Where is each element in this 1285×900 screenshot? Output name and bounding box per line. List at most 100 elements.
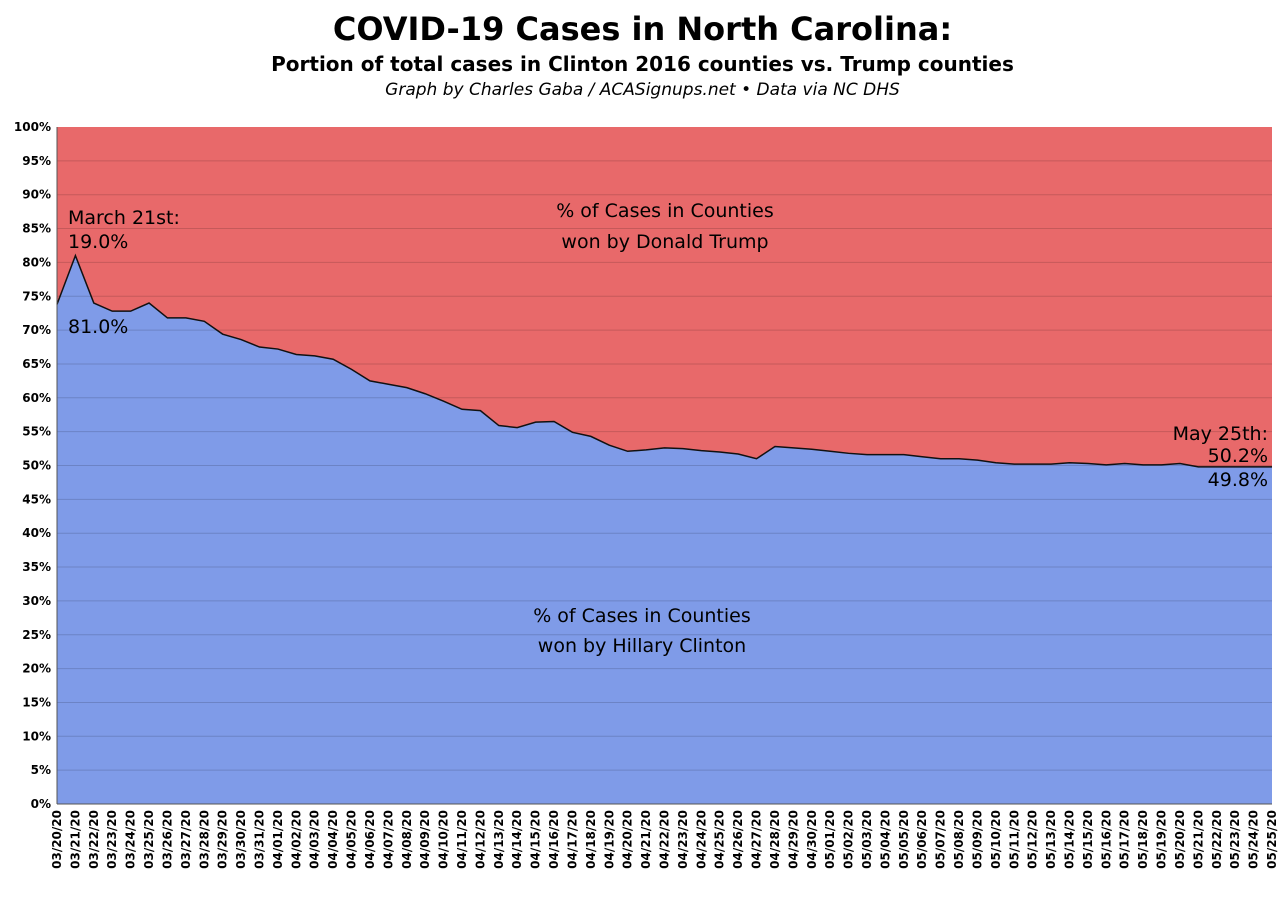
x-tick-label: 04/20/20 — [621, 810, 635, 869]
start-date-annotation: March 21st: — [68, 207, 180, 229]
clinton-area-label-2: won by Hillary Clinton — [538, 635, 746, 657]
x-tick-label: 03/30/20 — [234, 810, 248, 869]
x-tick-label: 03/23/20 — [105, 810, 119, 869]
chart-subtitle: Portion of total cases in Clinton 2016 c… — [271, 52, 1014, 76]
x-tick-label: 04/30/20 — [805, 810, 819, 869]
start-clinton-annotation: 81.0% — [68, 316, 128, 338]
boundary-line — [56, 253, 1272, 468]
y-tick-label: 100% — [14, 120, 51, 134]
end-date-annotation: May 25th: — [1173, 423, 1268, 445]
x-tick-label: 05/12/20 — [1026, 810, 1040, 869]
x-tick-label: 03/28/20 — [197, 810, 211, 869]
x-tick-label: 04/21/20 — [639, 810, 653, 869]
x-tick-label: 04/24/20 — [694, 810, 708, 869]
x-tick-label: 03/31/20 — [253, 810, 267, 869]
x-tick-label: 04/16/20 — [547, 810, 561, 869]
x-tick-label: 04/13/20 — [492, 810, 506, 869]
x-tick-label: 03/20/20 — [50, 810, 64, 869]
x-tick-label: 05/10/20 — [989, 810, 1003, 869]
clinton-area-label-1: % of Cases in Counties — [533, 605, 751, 627]
x-tick-label: 04/08/20 — [400, 810, 414, 869]
x-tick-label: 05/19/20 — [1155, 810, 1169, 869]
trump-area-label-1: % of Cases in Counties — [556, 200, 774, 222]
x-tick-label: 03/26/20 — [160, 810, 174, 869]
x-tick-label: 04/19/20 — [602, 810, 616, 869]
x-tick-label: 05/21/20 — [1191, 810, 1205, 869]
y-tick-label: 75% — [22, 289, 51, 303]
x-tick-label: 04/25/20 — [713, 810, 727, 869]
x-tick-label: 05/01/20 — [823, 810, 837, 869]
x-tick-label: 03/24/20 — [124, 810, 138, 869]
x-tick-label: 04/12/20 — [473, 810, 487, 869]
end-trump-annotation: 50.2% — [1208, 445, 1268, 467]
x-tick-label: 03/21/20 — [68, 810, 82, 869]
y-tick-label: 65% — [22, 357, 51, 371]
x-tick-label: 04/01/20 — [271, 810, 285, 869]
y-tick-label: 10% — [22, 729, 51, 743]
x-tick-label: 04/28/20 — [768, 810, 782, 869]
x-tick-label: 05/25/20 — [1265, 810, 1279, 869]
x-tick-label: 05/03/20 — [860, 810, 874, 869]
y-tick-label: 5% — [31, 763, 51, 777]
x-tick-label: 04/07/20 — [381, 810, 395, 869]
x-tick-label: 05/20/20 — [1173, 810, 1187, 869]
x-tick-label: 03/29/20 — [216, 810, 230, 869]
y-tick-label: 30% — [22, 594, 51, 608]
y-tick-label: 80% — [22, 255, 51, 269]
x-tick-label: 04/14/20 — [510, 810, 524, 869]
y-tick-label: 25% — [22, 628, 51, 642]
x-tick-label: 05/11/20 — [1007, 810, 1021, 869]
x-tick-label: 04/03/20 — [308, 810, 322, 869]
x-tick-label: 03/25/20 — [142, 810, 156, 869]
x-tick-label: 05/15/20 — [1081, 810, 1095, 869]
x-tick-label: 05/06/20 — [915, 810, 929, 869]
x-tick-label: 05/17/20 — [1118, 810, 1132, 869]
trump-area-label-2: won by Donald Trump — [561, 231, 768, 253]
x-tick-label: 04/22/20 — [658, 810, 672, 869]
chart-credit: Graph by Charles Gaba / ACASignups.net •… — [385, 80, 900, 100]
x-tick-label: 05/23/20 — [1228, 810, 1242, 869]
x-tick-label: 04/02/20 — [289, 810, 303, 869]
x-tick-label: 05/16/20 — [1099, 810, 1113, 869]
x-tick-label: 05/04/20 — [878, 810, 892, 869]
y-tick-label: 45% — [22, 492, 51, 506]
x-tick-label: 05/02/20 — [842, 810, 856, 869]
y-tick-label: 90% — [22, 188, 51, 202]
x-tick-label: 05/14/20 — [1063, 810, 1077, 869]
x-tick-label: 04/09/20 — [418, 810, 432, 869]
y-tick-label: 85% — [22, 222, 51, 236]
x-tick-label: 05/08/20 — [952, 810, 966, 869]
y-tick-label: 35% — [22, 560, 51, 574]
x-tick-label: 03/27/20 — [179, 810, 193, 869]
x-tick-label: 04/10/20 — [437, 810, 451, 869]
end-clinton-annotation: 49.8% — [1208, 469, 1268, 491]
y-tick-label: 15% — [22, 695, 51, 709]
x-tick-label: 05/22/20 — [1210, 810, 1224, 869]
x-tick-label: 04/17/20 — [565, 810, 579, 869]
x-tick-label: 04/23/20 — [676, 810, 690, 869]
x-tick-label: 03/22/20 — [87, 810, 101, 869]
x-tick-label: 05/13/20 — [1044, 810, 1058, 869]
y-tick-label: 95% — [22, 154, 51, 168]
x-tick-label: 04/15/20 — [529, 810, 543, 869]
y-tick-label: 40% — [22, 526, 51, 540]
x-tick-label: 04/11/20 — [455, 810, 469, 869]
x-tick-label: 04/18/20 — [584, 810, 598, 869]
y-tick-label: 20% — [22, 662, 51, 676]
y-tick-label: 60% — [22, 391, 51, 405]
x-tick-label: 05/09/20 — [970, 810, 984, 869]
x-tick-label: 04/06/20 — [363, 810, 377, 869]
x-tick-label: 05/18/20 — [1136, 810, 1150, 869]
clinton-area — [57, 255, 1272, 804]
start-trump-annotation: 19.0% — [68, 231, 128, 253]
x-tick-label: 04/27/20 — [750, 810, 764, 869]
x-tick-label: 05/05/20 — [897, 810, 911, 869]
x-tick-label: 04/04/20 — [326, 810, 340, 869]
y-tick-label: 50% — [22, 459, 51, 473]
y-tick-label: 0% — [31, 797, 51, 811]
x-tick-label: 05/07/20 — [934, 810, 948, 869]
y-tick-label: 70% — [22, 323, 51, 337]
y-tick-label: 55% — [22, 425, 51, 439]
x-tick-label: 05/24/20 — [1247, 810, 1261, 869]
